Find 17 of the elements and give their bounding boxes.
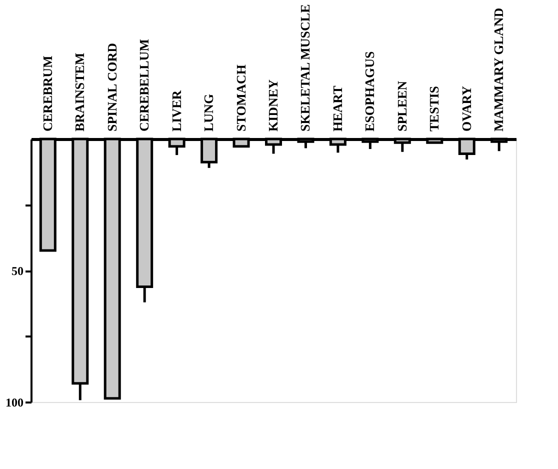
- y-tick-label: 100: [6, 396, 24, 410]
- x-tick-label: BRAINSTEM: [72, 52, 88, 132]
- x-tick-label: CEREBELLUM: [136, 39, 152, 132]
- x-tick-label: LIVER: [168, 90, 184, 132]
- x-tick-label: OVARY: [458, 85, 474, 132]
- x-tick-label: TESTIS: [426, 86, 442, 132]
- x-tick-label: LUNG: [201, 94, 216, 132]
- y-tick-label: 50: [12, 264, 24, 278]
- x-tick-label: ESOPHAGUS: [362, 51, 378, 132]
- x-tick-label: SPLEEN: [394, 80, 410, 132]
- x-tick-label: MAMMARY GLAND: [491, 8, 506, 132]
- x-tick-label: CEREBRUM: [40, 56, 55, 132]
- x-tick-label: KIDNEY: [266, 78, 280, 132]
- x-tick-label: STOMACH: [233, 64, 248, 132]
- x-tick-label: HEART: [330, 85, 345, 132]
- x-tick-label: SKELETAL MUSCLE: [298, 4, 313, 132]
- x-tick-label: SPINAL CORD: [104, 43, 120, 132]
